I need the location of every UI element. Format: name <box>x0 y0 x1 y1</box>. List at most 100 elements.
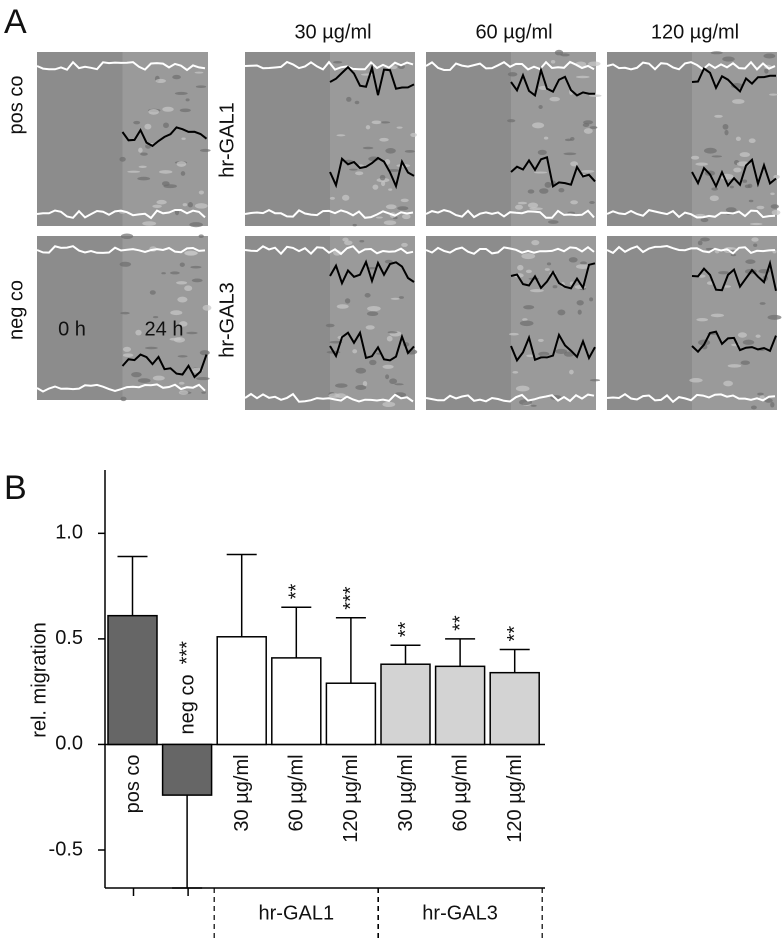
cell <box>163 122 169 129</box>
y-tick-label: 1.0 <box>55 522 83 544</box>
cell <box>410 132 417 137</box>
error-bar <box>335 617 366 684</box>
cell <box>169 271 180 275</box>
cell <box>135 329 142 336</box>
y-tick-label: -0.5 <box>49 838 83 860</box>
migration-front <box>510 262 596 291</box>
cell <box>384 259 393 264</box>
cell <box>748 138 756 144</box>
cell <box>138 165 147 168</box>
cell <box>122 353 134 358</box>
cell <box>508 332 519 336</box>
migration-front <box>691 330 777 354</box>
micrograph <box>36 233 212 402</box>
cell <box>365 325 375 330</box>
cell <box>401 213 411 220</box>
error-bar <box>281 606 312 658</box>
cell <box>515 385 530 392</box>
cell <box>385 204 397 210</box>
cell <box>387 169 401 172</box>
cell <box>184 251 198 256</box>
bar <box>271 657 322 746</box>
wound-edge <box>425 393 595 403</box>
error-bar <box>445 638 476 667</box>
cell <box>735 136 741 141</box>
image-left <box>607 52 692 226</box>
cell <box>366 311 379 316</box>
image-left <box>37 52 123 226</box>
cell <box>748 199 754 203</box>
micrograph <box>606 51 781 226</box>
cell <box>749 222 763 226</box>
cell <box>546 262 552 266</box>
cell <box>367 305 381 312</box>
cell <box>156 199 167 205</box>
cell <box>119 156 126 162</box>
cell <box>740 360 750 365</box>
cell <box>133 120 141 125</box>
cell <box>176 281 188 285</box>
y-tick-label: 0.5 <box>55 627 83 649</box>
cell <box>177 355 188 358</box>
migration-front <box>329 330 415 362</box>
cell <box>544 181 552 188</box>
cell <box>179 108 191 113</box>
cell <box>385 374 390 380</box>
cell <box>120 396 127 402</box>
image-left <box>426 52 511 226</box>
cell <box>764 398 773 403</box>
category-label: 30 µg/ml <box>395 754 417 831</box>
cell <box>709 195 719 202</box>
cell <box>190 265 202 269</box>
cell <box>182 203 188 207</box>
cell <box>179 321 188 327</box>
cell <box>580 261 587 265</box>
cell <box>700 237 710 242</box>
cell <box>389 378 398 385</box>
cell <box>360 73 374 76</box>
error-bar <box>499 648 530 673</box>
cell <box>355 367 367 374</box>
migration-front <box>329 64 415 96</box>
cell <box>759 302 766 305</box>
cell <box>181 137 186 140</box>
micrograph <box>244 52 417 227</box>
cell <box>507 119 516 123</box>
cell <box>169 337 182 341</box>
cell <box>554 49 564 56</box>
cell <box>538 351 550 357</box>
cell <box>364 293 371 298</box>
cell <box>742 179 748 183</box>
cell <box>531 239 540 246</box>
cell <box>577 309 582 315</box>
significance: *** <box>340 586 362 610</box>
cell <box>144 123 152 130</box>
significance: ** <box>504 626 526 642</box>
row-label: neg co <box>5 280 27 340</box>
cell <box>745 259 756 264</box>
cell <box>704 147 717 154</box>
cell <box>174 91 188 95</box>
wound-edge <box>36 383 206 393</box>
cell <box>575 264 590 269</box>
cell <box>162 106 174 112</box>
cell <box>532 122 545 129</box>
cell <box>697 240 703 246</box>
cell <box>589 126 598 129</box>
cell <box>519 320 534 327</box>
group-label: hr-GAL3 <box>422 902 498 924</box>
cell <box>196 377 210 381</box>
cell <box>742 339 755 345</box>
row-label: hr-GAL1 <box>216 102 238 178</box>
row-label: hr-GAL3 <box>216 282 238 358</box>
category-label: 60 µg/ml <box>286 754 308 831</box>
cell <box>152 315 159 319</box>
cell <box>753 243 758 247</box>
wound-edge <box>36 209 206 220</box>
cell <box>755 334 761 338</box>
cell <box>367 266 377 270</box>
cell <box>184 285 193 292</box>
cell <box>770 401 775 408</box>
migration-front <box>510 332 596 363</box>
cell <box>352 349 358 354</box>
